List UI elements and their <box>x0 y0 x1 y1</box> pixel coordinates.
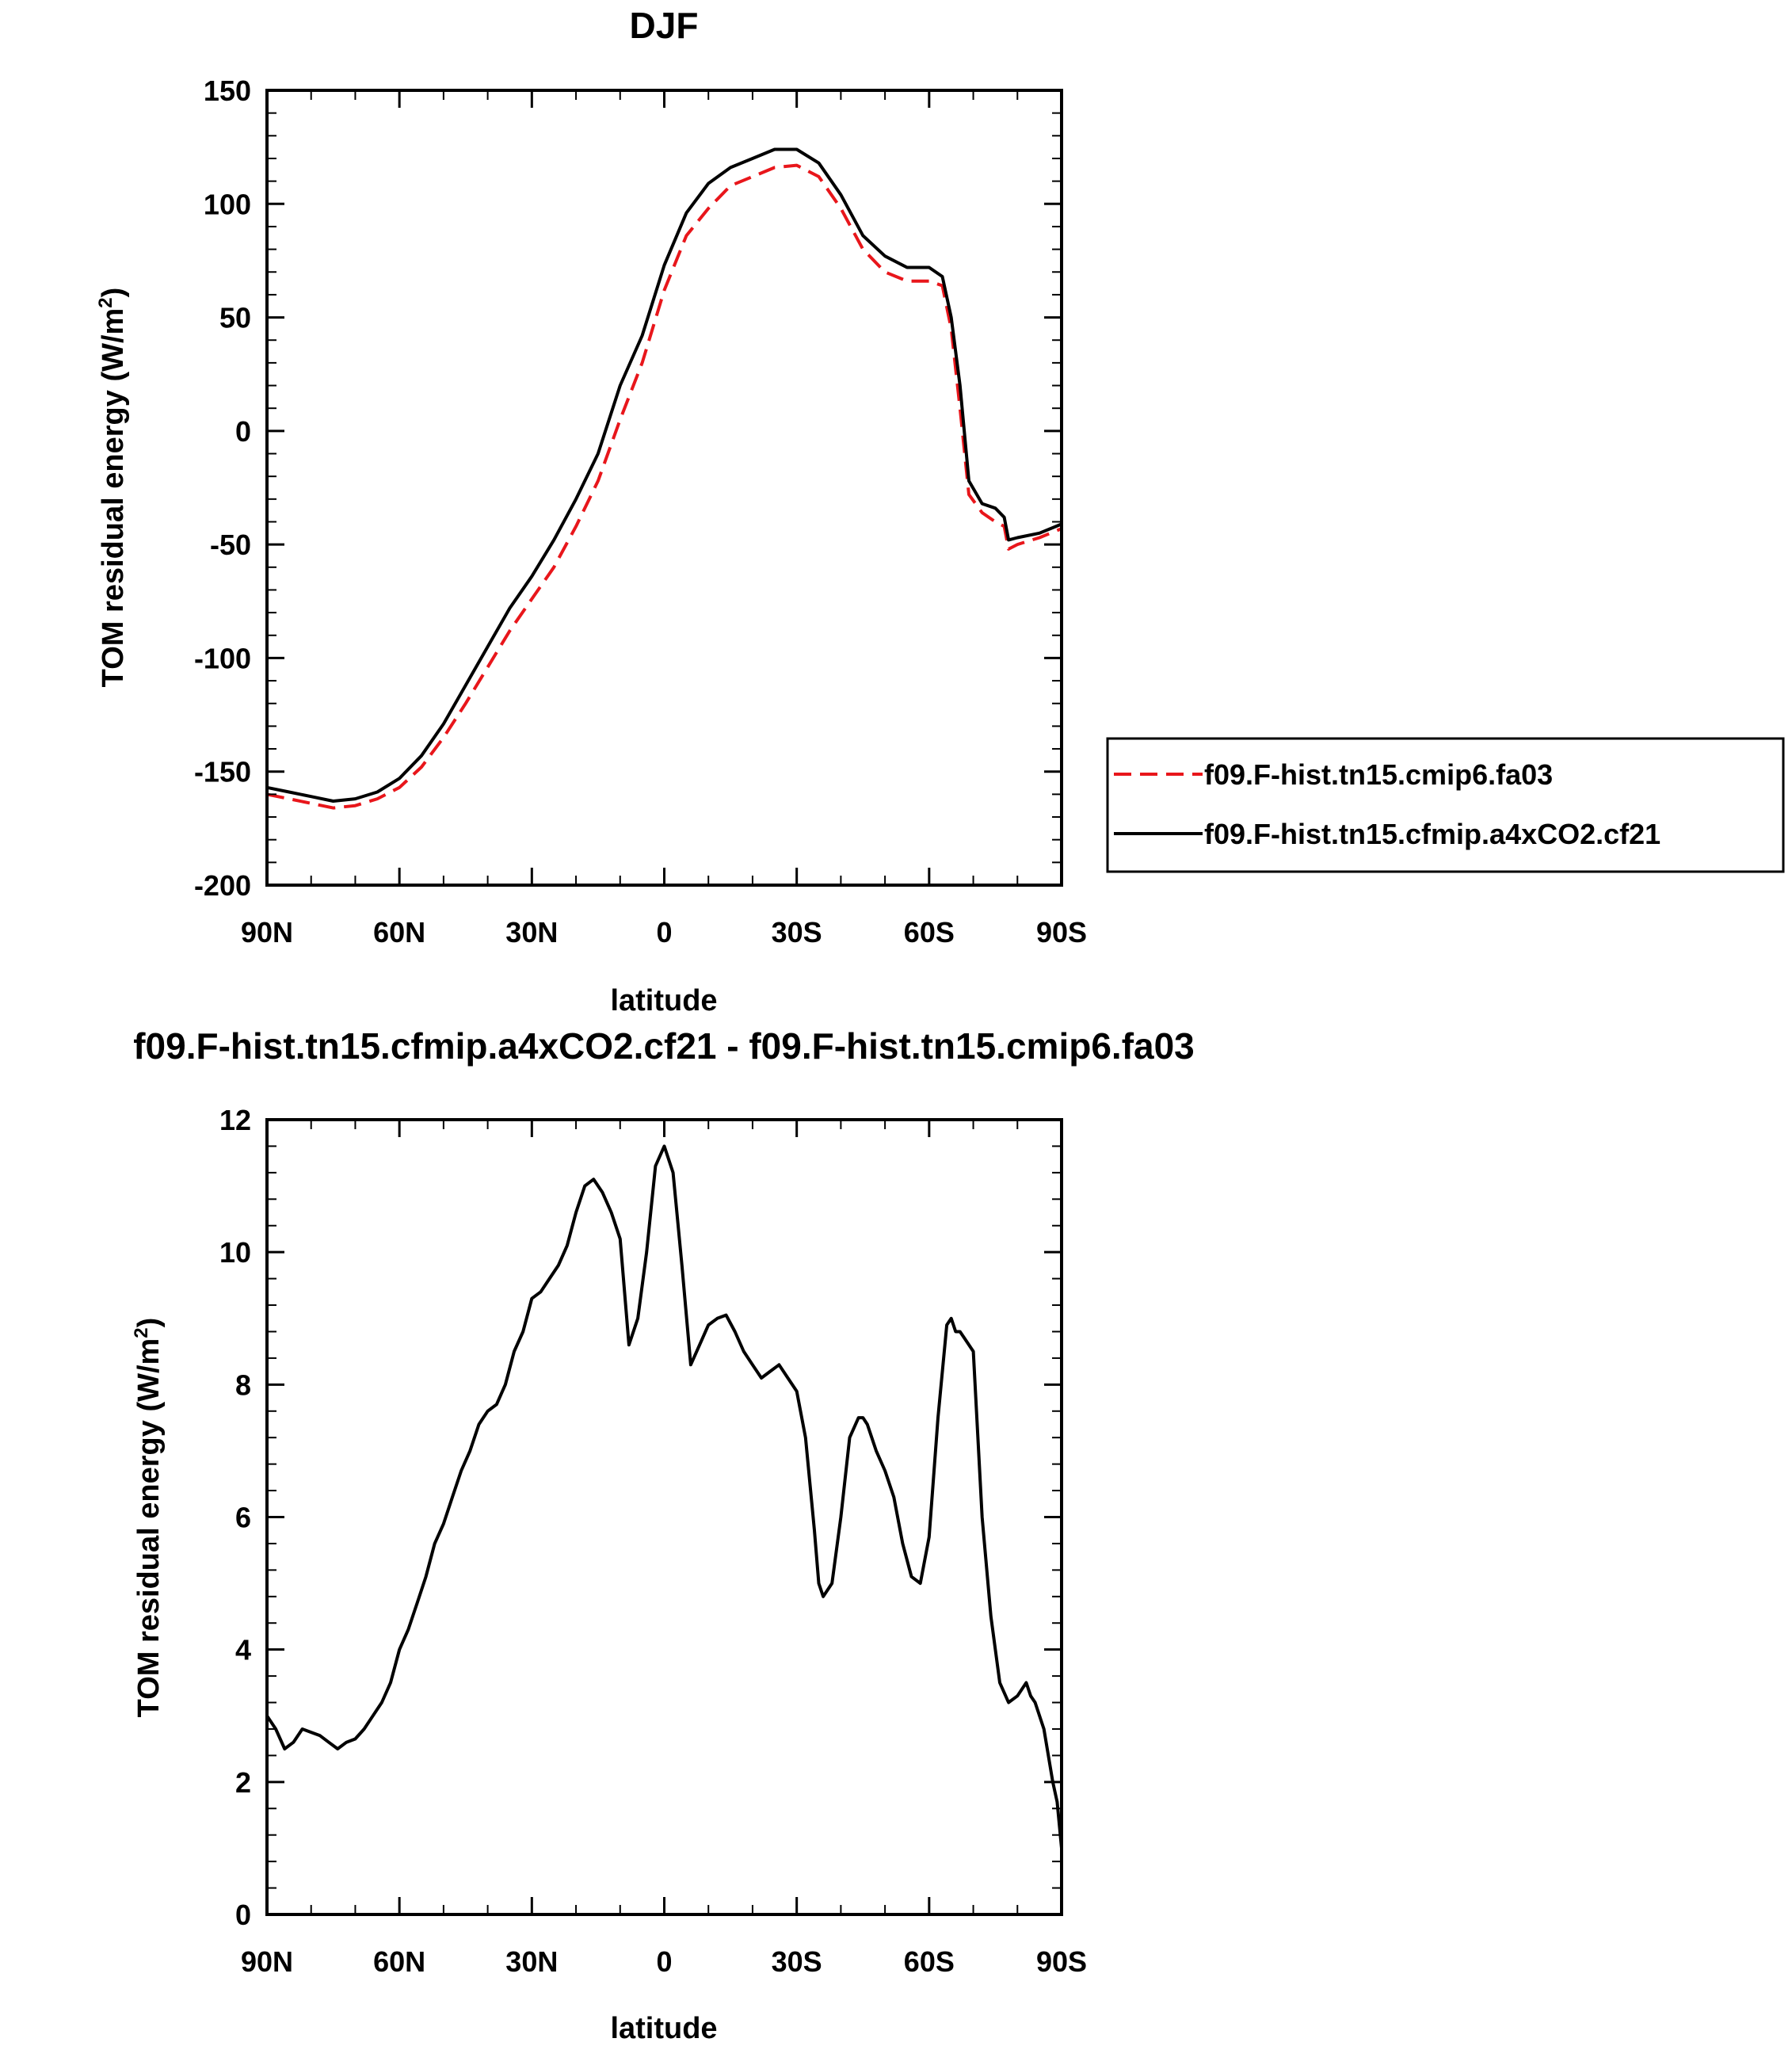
x-tick-label: 60N <box>373 1945 425 1978</box>
y-tick-label: 50 <box>219 302 251 334</box>
series-line-0-0 <box>266 163 1062 810</box>
y-tick-label: 10 <box>219 1236 251 1269</box>
top-y-axis-title-superscript: 2 <box>95 297 116 307</box>
x-tick-label: 30N <box>505 1945 558 1978</box>
x-tick-label: 90S <box>1036 916 1087 949</box>
series-line-0-1 <box>266 147 1062 803</box>
x-tick-label: 60S <box>904 916 955 949</box>
y-tick-label: 150 <box>204 74 251 107</box>
bottom-ticks-group <box>265 1118 1063 1916</box>
top-chart-title: DJF <box>630 5 699 46</box>
x-tick-label: 90S <box>1036 1945 1087 1978</box>
x-tick-label: 0 <box>656 916 672 949</box>
bottom-x-axis-title: latitude <box>610 2012 717 2045</box>
top-plot-frame <box>265 89 1063 887</box>
x-tick-label: 90N <box>241 916 293 949</box>
bottom-series-group <box>265 1144 1063 1849</box>
top-panel: DJF -200 -150 -100 -50 0 50 100 150 90N 60N 30N 0 3… <box>95 5 1785 1017</box>
y-tick-label: -150 <box>194 756 251 788</box>
bottom-chart-title: f09.F-hist.tn15.cfmip.a4xCO2.cf21 - f09.… <box>133 1025 1195 1067</box>
x-tick-label: 60S <box>904 1945 955 1978</box>
legend-box <box>1106 737 1785 873</box>
legend-label-cf21: f09.F-hist.tn15.cfmip.a4xCO2.cf21 <box>1204 818 1660 850</box>
x-tick-label: 90N <box>241 1945 293 1978</box>
bottom-y-axis-title-main: TOM residual energy (W/m <box>132 1338 166 1718</box>
legend: f09.F-hist.tn15.cmip6.fa03 f09.F-hist.tn… <box>1106 737 1785 873</box>
y-tick-label: 0 <box>235 415 251 448</box>
x-tick-label: 30S <box>772 1945 822 1978</box>
x-tick-label: 30N <box>505 916 558 949</box>
top-y-axis-title-end: ) <box>97 288 130 298</box>
top-ticks-group <box>265 89 1063 887</box>
series-line-1-0 <box>265 1144 1063 1849</box>
y-tick-label: 8 <box>235 1368 251 1401</box>
y-tick-label: -100 <box>194 642 251 674</box>
bottom-y-axis-title: TOM residual energy (W/m2) <box>131 1318 166 1718</box>
top-y-axis-title: TOM residual energy (W/m2) <box>95 288 130 688</box>
bottom-x-tick-labels: 90N 60N 30N 0 30S 60S 90S <box>241 1945 1087 1978</box>
x-tick-label: 0 <box>656 1945 672 1978</box>
x-tick-label: 60N <box>373 916 425 949</box>
top-x-tick-labels: 90N 60N 30N 0 30S 60S 90S <box>241 916 1087 949</box>
top-x-axis-title: latitude <box>610 984 717 1017</box>
y-tick-label: 100 <box>204 188 251 220</box>
bottom-y-axis-title-superscript: 2 <box>131 1327 152 1338</box>
legend-label-fa03: f09.F-hist.tn15.cmip6.fa03 <box>1204 758 1553 791</box>
x-tick-label: 30S <box>772 916 822 949</box>
top-y-axis-title-main: TOM residual energy (W/m <box>97 308 130 688</box>
bottom-y-tick-labels: 0 2 4 6 8 10 12 <box>219 1104 251 1931</box>
y-tick-label: 6 <box>235 1502 251 1534</box>
y-tick-label: 4 <box>235 1634 251 1666</box>
bottom-plot-frame <box>265 1118 1063 1916</box>
y-tick-label: 0 <box>235 1899 251 1931</box>
y-tick-label: 2 <box>235 1766 251 1799</box>
bottom-y-axis-title-end: ) <box>132 1318 166 1328</box>
y-tick-label: -50 <box>210 529 251 561</box>
top-y-tick-labels: -200 -150 -100 -50 0 50 100 150 <box>194 74 251 902</box>
bottom-panel: f09.F-hist.tn15.cfmip.a4xCO2.cf21 - f09.… <box>131 1025 1195 2045</box>
top-series-group <box>266 147 1062 810</box>
y-tick-label: 12 <box>219 1104 251 1136</box>
y-tick-label: -200 <box>194 869 251 902</box>
